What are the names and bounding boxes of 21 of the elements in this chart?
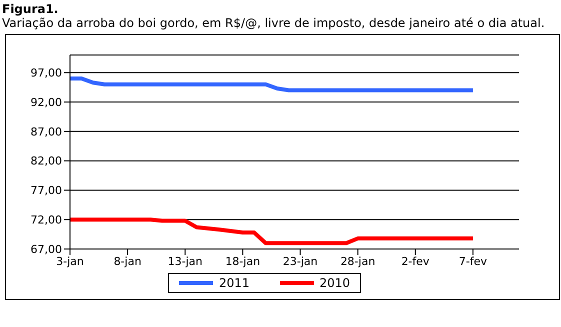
chart-subtitle: Variação da arroba do boi gordo, em R$/@, livre de imposto, desde janeiro até o dia atual. [2,16,546,30]
y-tick-label: 67,00 [30,242,62,256]
x-tick-label: 13-jan [168,254,203,268]
line-series [70,76,475,92]
x-tick-label: 18-jan [225,254,260,268]
y-tick-label: 87,00 [30,125,62,138]
line-series [70,218,475,246]
y-tick-label: 72,00 [30,214,62,227]
x-tick-label: 3-jan [56,254,84,268]
x-tick-label: 23-jan [282,254,318,268]
x-tick-label: 8-jan [114,254,142,268]
legend-label: 2011 [218,276,250,290]
y-tick-label: 97,00 [30,66,62,80]
legend-label: 2010 [320,276,350,290]
y-tick-label: 92,00 [30,96,62,109]
x-tick-label: 2-fev [401,254,430,268]
x-tick-label: 28-jan [340,254,376,268]
x-tick-label: 7-fev [458,254,488,268]
y-tick-label: 77,00 [30,184,62,198]
chart-title: Figura1. [2,2,60,16]
y-tick-label: 82,00 [30,154,62,168]
